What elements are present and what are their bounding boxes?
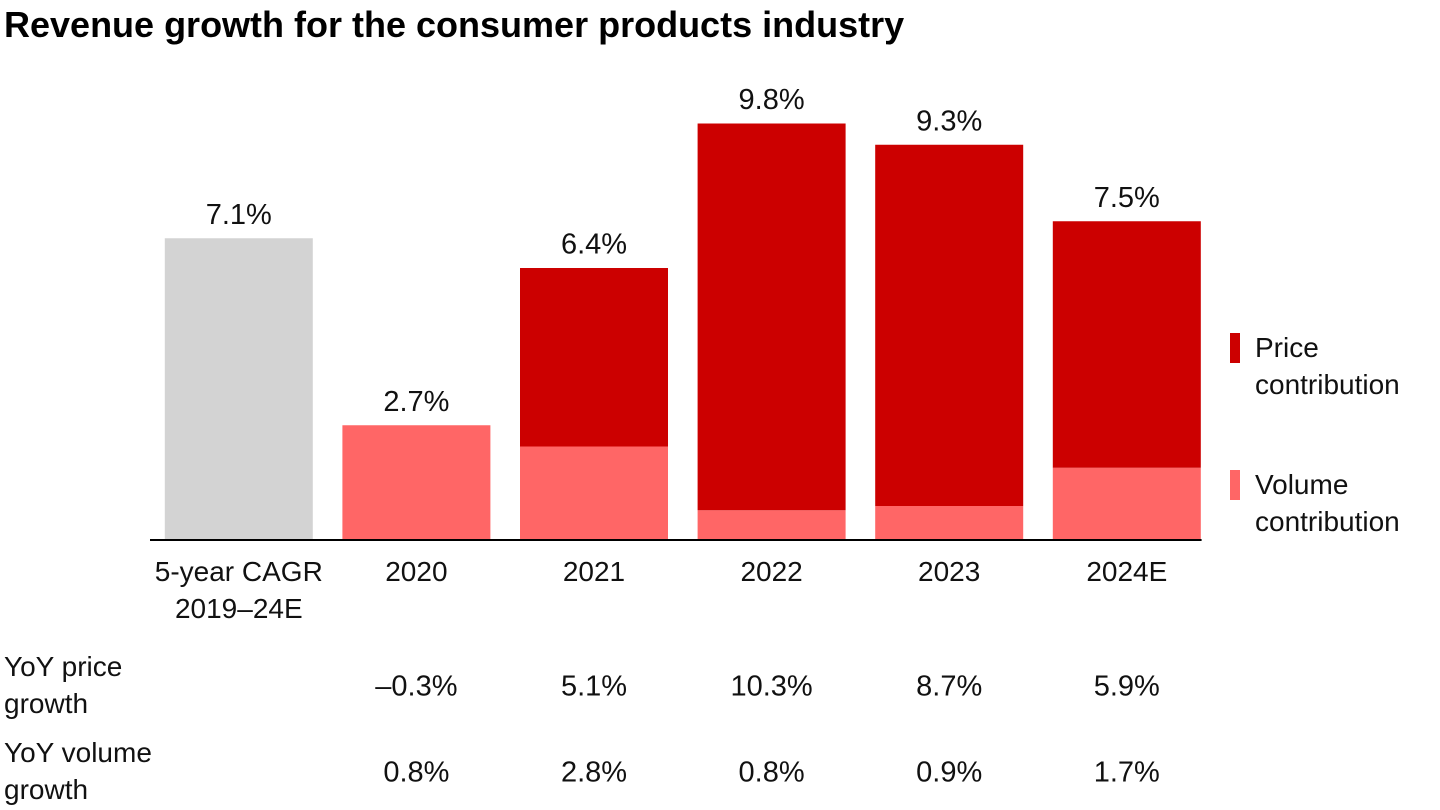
chart-title: Revenue growth for the consumer products…: [4, 4, 905, 45]
x-tick-label: 2021: [562, 556, 626, 587]
bar-segment: [875, 506, 1024, 540]
bar-segment: [520, 446, 668, 540]
table-value: 1.7%: [1094, 757, 1160, 789]
x-tick-label: 5-year CAGR 2019–24E: [154, 556, 323, 624]
bar-segment: [520, 268, 668, 447]
table-value: –0.3%: [375, 671, 457, 703]
table-value: 0.8%: [383, 757, 449, 789]
bar: [164, 238, 313, 540]
legend-swatch: [1230, 333, 1240, 363]
table-value: 5.9%: [1094, 671, 1160, 703]
legend-swatch: [1230, 470, 1240, 500]
x-tick-label: 2024E: [1086, 556, 1168, 587]
total-label: 2.7%: [383, 386, 449, 418]
table-value: 8.7%: [916, 671, 982, 703]
bar-segment: [342, 425, 491, 540]
row-label: YoY volume growth: [4, 737, 152, 805]
bar-segment: [875, 144, 1024, 506]
table-value: 2.8%: [561, 757, 627, 789]
total-label: 9.3%: [916, 105, 982, 137]
total-label: 9.8%: [739, 84, 805, 116]
x-tick-label: 2020: [385, 556, 448, 587]
table-value: 5.1%: [561, 671, 627, 703]
bar-segment: [1052, 221, 1201, 468]
x-tick-label: 2022: [740, 556, 803, 587]
total-label: 7.1%: [206, 199, 272, 231]
x-tick-label: 2023: [918, 556, 981, 587]
row-label: YoY price growth: [4, 651, 123, 719]
table-value: 0.9%: [916, 757, 982, 789]
legend-label: Price contribution: [1255, 332, 1400, 400]
legend-label: Volume contribution: [1255, 469, 1400, 537]
total-label: 6.4%: [561, 229, 627, 261]
table-value: 0.8%: [739, 757, 805, 789]
total-label: 7.5%: [1094, 182, 1160, 214]
bar-segment: [697, 510, 846, 540]
bar-segment: [697, 123, 846, 511]
bar-segment: [1052, 467, 1201, 540]
table-value: 10.3%: [730, 671, 812, 703]
